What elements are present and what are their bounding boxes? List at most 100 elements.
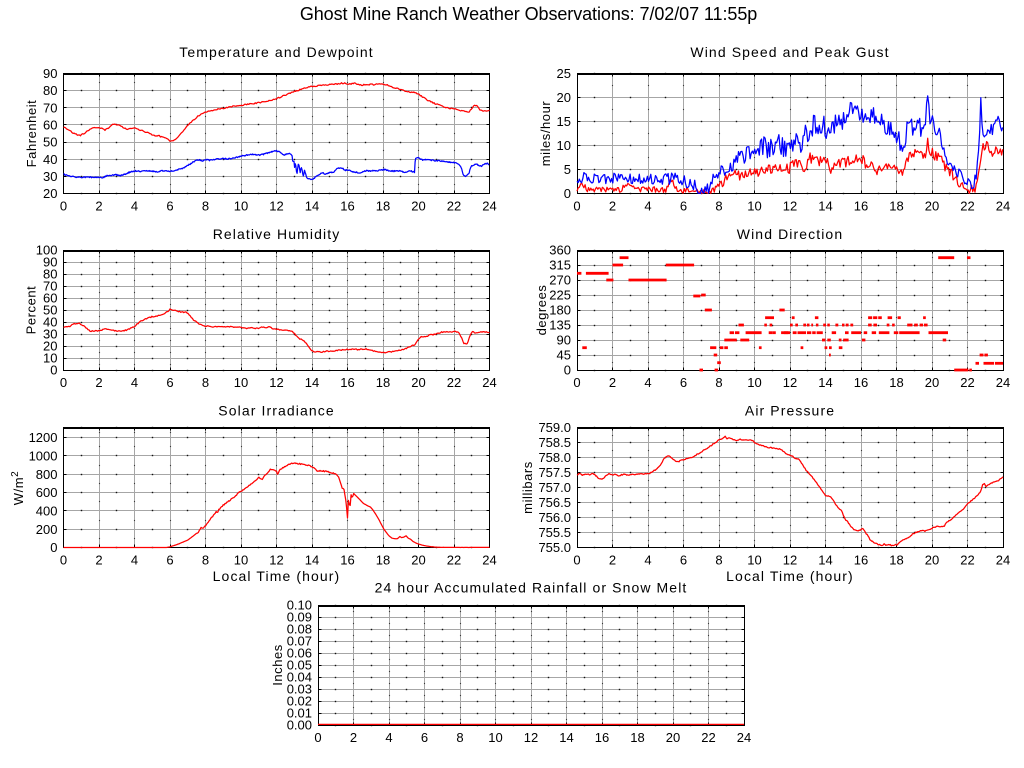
- svg-text:90: 90: [43, 66, 57, 81]
- svg-text:20: 20: [925, 553, 939, 568]
- svg-text:755.5: 755.5: [538, 525, 571, 540]
- svg-text:millibars: millibars: [520, 461, 535, 514]
- svg-text:0.08: 0.08: [287, 622, 312, 637]
- svg-text:Local Time (hour): Local Time (hour): [213, 568, 341, 584]
- svg-text:50: 50: [43, 303, 57, 318]
- svg-text:90: 90: [43, 255, 57, 270]
- svg-text:24: 24: [996, 375, 1010, 390]
- svg-text:8: 8: [715, 199, 722, 214]
- svg-text:10: 10: [747, 199, 761, 214]
- svg-text:0: 0: [60, 199, 67, 214]
- svg-text:0.07: 0.07: [287, 634, 312, 649]
- svg-text:2: 2: [95, 199, 102, 214]
- svg-text:Wind Speed and Peak Gust: Wind Speed and Peak Gust: [690, 44, 889, 60]
- svg-text:0.03: 0.03: [287, 682, 312, 697]
- svg-text:22: 22: [960, 375, 974, 390]
- svg-text:14: 14: [305, 553, 319, 568]
- svg-text:70: 70: [43, 279, 57, 294]
- svg-text:6: 6: [166, 199, 173, 214]
- svg-text:24: 24: [996, 199, 1010, 214]
- svg-text:2: 2: [95, 553, 102, 568]
- svg-text:0: 0: [573, 375, 580, 390]
- svg-text:14: 14: [559, 730, 573, 745]
- svg-text:1200: 1200: [29, 430, 58, 445]
- svg-text:10: 10: [234, 375, 248, 390]
- svg-text:20: 20: [666, 730, 680, 745]
- svg-text:22: 22: [447, 553, 461, 568]
- svg-text:20: 20: [411, 375, 425, 390]
- svg-text:20: 20: [925, 375, 939, 390]
- svg-text:16: 16: [340, 553, 354, 568]
- svg-text:12: 12: [783, 375, 797, 390]
- svg-text:30: 30: [43, 327, 57, 342]
- svg-text:0: 0: [564, 363, 571, 378]
- svg-text:Solar Irradiance: Solar Irradiance: [218, 403, 334, 419]
- svg-text:20: 20: [43, 186, 57, 201]
- svg-text:16: 16: [340, 199, 354, 214]
- svg-text:24 hour Accumulated Rainfall o: 24 hour Accumulated Rainfall or Snow Mel…: [375, 580, 688, 596]
- svg-text:0.02: 0.02: [287, 694, 312, 709]
- svg-text:8: 8: [202, 375, 209, 390]
- svg-text:0: 0: [50, 540, 57, 555]
- svg-text:0.10: 0.10: [287, 598, 312, 613]
- svg-text:Ghost Mine Ranch Weather Obser: Ghost Mine Ranch Weather Observations: 7…: [300, 4, 757, 24]
- svg-text:18: 18: [630, 730, 644, 745]
- svg-text:6: 6: [680, 199, 687, 214]
- svg-text:4: 4: [644, 553, 651, 568]
- svg-text:8: 8: [456, 730, 463, 745]
- svg-text:2: 2: [609, 199, 616, 214]
- svg-text:5: 5: [564, 162, 571, 177]
- svg-text:20: 20: [411, 199, 425, 214]
- svg-text:6: 6: [166, 375, 173, 390]
- svg-text:16: 16: [854, 199, 868, 214]
- svg-text:200: 200: [36, 522, 58, 537]
- svg-text:600: 600: [36, 485, 58, 500]
- svg-text:756.5: 756.5: [538, 495, 571, 510]
- svg-text:2: 2: [95, 375, 102, 390]
- svg-text:60: 60: [43, 291, 57, 306]
- svg-text:756.0: 756.0: [538, 510, 571, 525]
- svg-text:0: 0: [573, 199, 580, 214]
- svg-text:miles/hour: miles/hour: [538, 101, 553, 167]
- svg-text:20: 20: [925, 199, 939, 214]
- svg-text:135: 135: [549, 318, 571, 333]
- svg-text:757.0: 757.0: [538, 480, 571, 495]
- svg-text:15: 15: [557, 114, 571, 129]
- svg-text:24: 24: [482, 375, 496, 390]
- svg-text:315: 315: [549, 258, 571, 273]
- svg-text:60: 60: [43, 118, 57, 133]
- svg-text:12: 12: [783, 199, 797, 214]
- svg-text:16: 16: [595, 730, 609, 745]
- svg-text:40: 40: [43, 152, 57, 167]
- svg-text:18: 18: [376, 553, 390, 568]
- svg-text:22: 22: [447, 375, 461, 390]
- svg-text:40: 40: [43, 315, 57, 330]
- svg-text:800: 800: [36, 467, 58, 482]
- svg-text:22: 22: [960, 553, 974, 568]
- svg-text:22: 22: [701, 730, 715, 745]
- svg-text:12: 12: [269, 553, 283, 568]
- svg-text:degrees: degrees: [534, 285, 549, 336]
- svg-text:10: 10: [43, 351, 57, 366]
- svg-text:18: 18: [376, 199, 390, 214]
- svg-text:Fahrenheit: Fahrenheit: [24, 100, 39, 168]
- svg-text:Percent: Percent: [24, 286, 39, 335]
- svg-text:Air Pressure: Air Pressure: [745, 403, 835, 419]
- svg-text:12: 12: [269, 199, 283, 214]
- svg-text:50: 50: [43, 135, 57, 150]
- svg-text:8: 8: [715, 553, 722, 568]
- svg-text:0: 0: [60, 375, 67, 390]
- svg-text:10: 10: [557, 138, 571, 153]
- svg-text:4: 4: [131, 553, 138, 568]
- svg-text:W/m2: W/m2: [10, 471, 26, 506]
- svg-text:8: 8: [202, 553, 209, 568]
- svg-text:755.0: 755.0: [538, 540, 571, 555]
- svg-text:24: 24: [482, 199, 496, 214]
- svg-text:6: 6: [166, 553, 173, 568]
- svg-text:16: 16: [340, 375, 354, 390]
- svg-text:10: 10: [234, 199, 248, 214]
- svg-text:757.5: 757.5: [538, 465, 571, 480]
- svg-text:80: 80: [43, 267, 57, 282]
- svg-text:20: 20: [557, 90, 571, 105]
- svg-text:270: 270: [549, 273, 571, 288]
